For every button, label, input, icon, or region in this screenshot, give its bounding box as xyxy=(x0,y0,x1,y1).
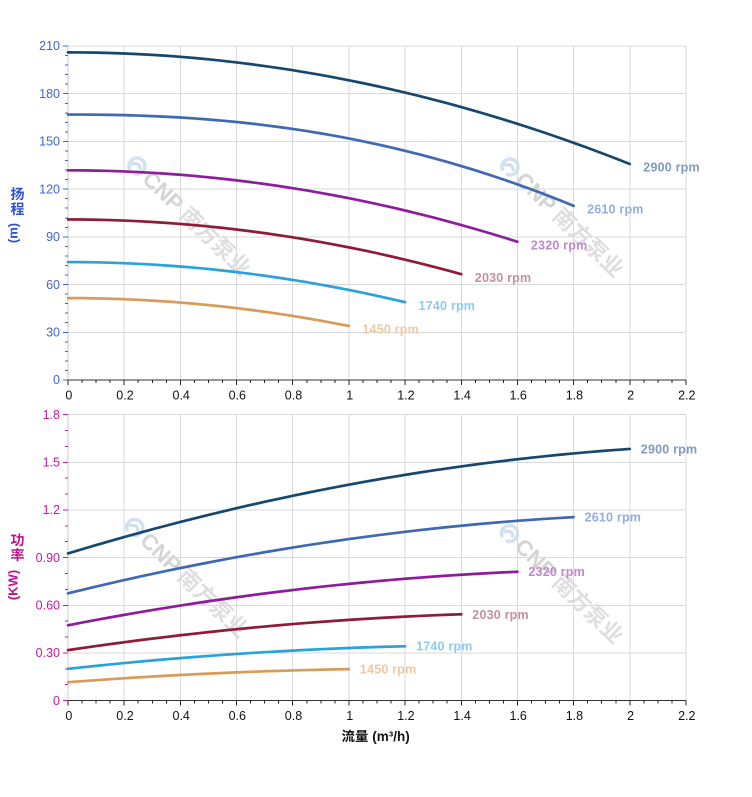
svg-text:1.8: 1.8 xyxy=(43,408,60,422)
svg-text:2030 rpm: 2030 rpm xyxy=(472,608,529,622)
svg-text:1.2: 1.2 xyxy=(43,503,60,517)
svg-text:1.4: 1.4 xyxy=(453,709,470,723)
svg-text:2320 rpm: 2320 rpm xyxy=(528,565,585,579)
svg-text:0.4: 0.4 xyxy=(173,709,190,723)
svg-text:0.8: 0.8 xyxy=(285,389,302,403)
svg-text:0.8: 0.8 xyxy=(285,709,302,723)
svg-text:2.2: 2.2 xyxy=(678,709,695,723)
svg-text:0: 0 xyxy=(53,694,60,708)
svg-text:1.6: 1.6 xyxy=(510,709,527,723)
svg-text:0.2: 0.2 xyxy=(116,709,133,723)
svg-text:2030 rpm: 2030 rpm xyxy=(475,271,532,285)
svg-text:120: 120 xyxy=(39,182,60,196)
svg-text:60: 60 xyxy=(46,278,60,292)
svg-text:(KW): (KW) xyxy=(6,570,21,600)
svg-text:2610 rpm: 2610 rpm xyxy=(587,203,644,217)
svg-text:1450 rpm: 1450 rpm xyxy=(360,663,417,677)
svg-text:90: 90 xyxy=(46,230,60,244)
svg-text:1.5: 1.5 xyxy=(43,456,60,470)
svg-text:1.2: 1.2 xyxy=(397,389,414,403)
svg-text:0.90: 0.90 xyxy=(36,551,60,565)
svg-text:1: 1 xyxy=(346,709,353,723)
svg-text:150: 150 xyxy=(39,135,60,149)
svg-text:0: 0 xyxy=(65,709,72,723)
svg-text:2: 2 xyxy=(627,389,634,403)
svg-text:1740 rpm: 1740 rpm xyxy=(419,299,476,313)
svg-text:0.6: 0.6 xyxy=(229,709,246,723)
svg-text:2: 2 xyxy=(627,709,634,723)
svg-text:2610 rpm: 2610 rpm xyxy=(585,511,642,525)
svg-text:0: 0 xyxy=(53,373,60,387)
svg-text:2.2: 2.2 xyxy=(678,389,695,403)
svg-text:1.8: 1.8 xyxy=(566,389,583,403)
svg-text:180: 180 xyxy=(39,87,60,101)
svg-text:2900 rpm: 2900 rpm xyxy=(641,442,698,456)
svg-text:30: 30 xyxy=(46,326,60,340)
svg-text:(m³/h): (m³/h) xyxy=(369,729,410,744)
svg-text:1.2: 1.2 xyxy=(397,709,414,723)
svg-text:0: 0 xyxy=(65,389,72,403)
svg-text:1450 rpm: 1450 rpm xyxy=(362,323,419,337)
svg-text:210: 210 xyxy=(39,39,60,53)
svg-text:1.4: 1.4 xyxy=(453,389,470,403)
svg-text:1: 1 xyxy=(346,389,353,403)
svg-text:0.30: 0.30 xyxy=(36,646,60,660)
svg-text:0.2: 0.2 xyxy=(116,389,133,403)
svg-text:0.60: 0.60 xyxy=(36,599,60,613)
svg-text:2320 rpm: 2320 rpm xyxy=(531,239,588,253)
svg-text:1.6: 1.6 xyxy=(510,389,527,403)
svg-text:1740 rpm: 1740 rpm xyxy=(416,640,473,654)
svg-text:2900 rpm: 2900 rpm xyxy=(643,161,700,175)
svg-text:0.4: 0.4 xyxy=(173,389,190,403)
svg-text:(m): (m) xyxy=(6,223,21,243)
svg-text:0.6: 0.6 xyxy=(229,389,246,403)
svg-text:1.8: 1.8 xyxy=(566,709,583,723)
